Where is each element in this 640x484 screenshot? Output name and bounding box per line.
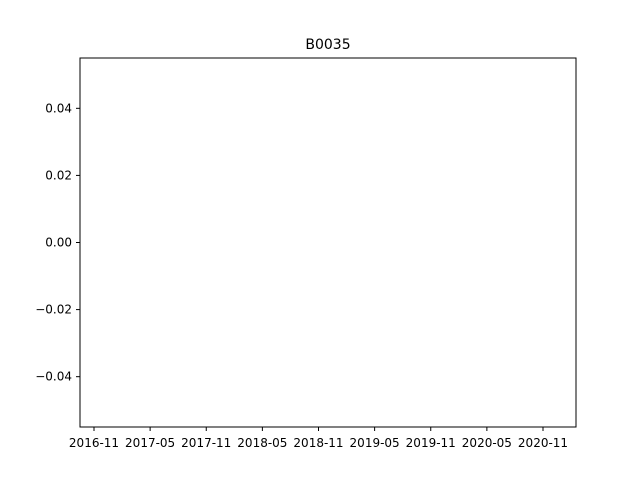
x-tick-label: 2017-11 — [181, 436, 231, 450]
x-axis: 2016-11 2017-05 2017-11 2018-05 2018-11 2019-… — [69, 427, 568, 450]
x-tick-label: 2018-11 — [293, 436, 343, 450]
x-tick-label: 2019-05 — [350, 436, 400, 450]
x-tick-label: 2016-11 — [69, 436, 119, 450]
x-tick-label: 2019-11 — [406, 436, 456, 450]
y-tick-label: 0.00 — [45, 236, 72, 250]
y-tick-label: −0.04 — [35, 370, 72, 384]
x-tick-label: 2018-05 — [237, 436, 287, 450]
x-tick-label: 2020-05 — [462, 436, 512, 450]
y-tick-label: 0.02 — [45, 168, 72, 182]
chart-title: B0035 — [305, 37, 350, 53]
y-axis: 0.04 0.02 0.00 −0.02 −0.04 — [35, 101, 80, 384]
x-tick-label: 2020-11 — [518, 436, 568, 450]
x-tick-label: 2017-05 — [125, 436, 175, 450]
plot-area-frame — [79, 57, 577, 428]
y-tick-label: 0.04 — [45, 101, 72, 115]
y-tick-label: −0.02 — [35, 303, 72, 317]
